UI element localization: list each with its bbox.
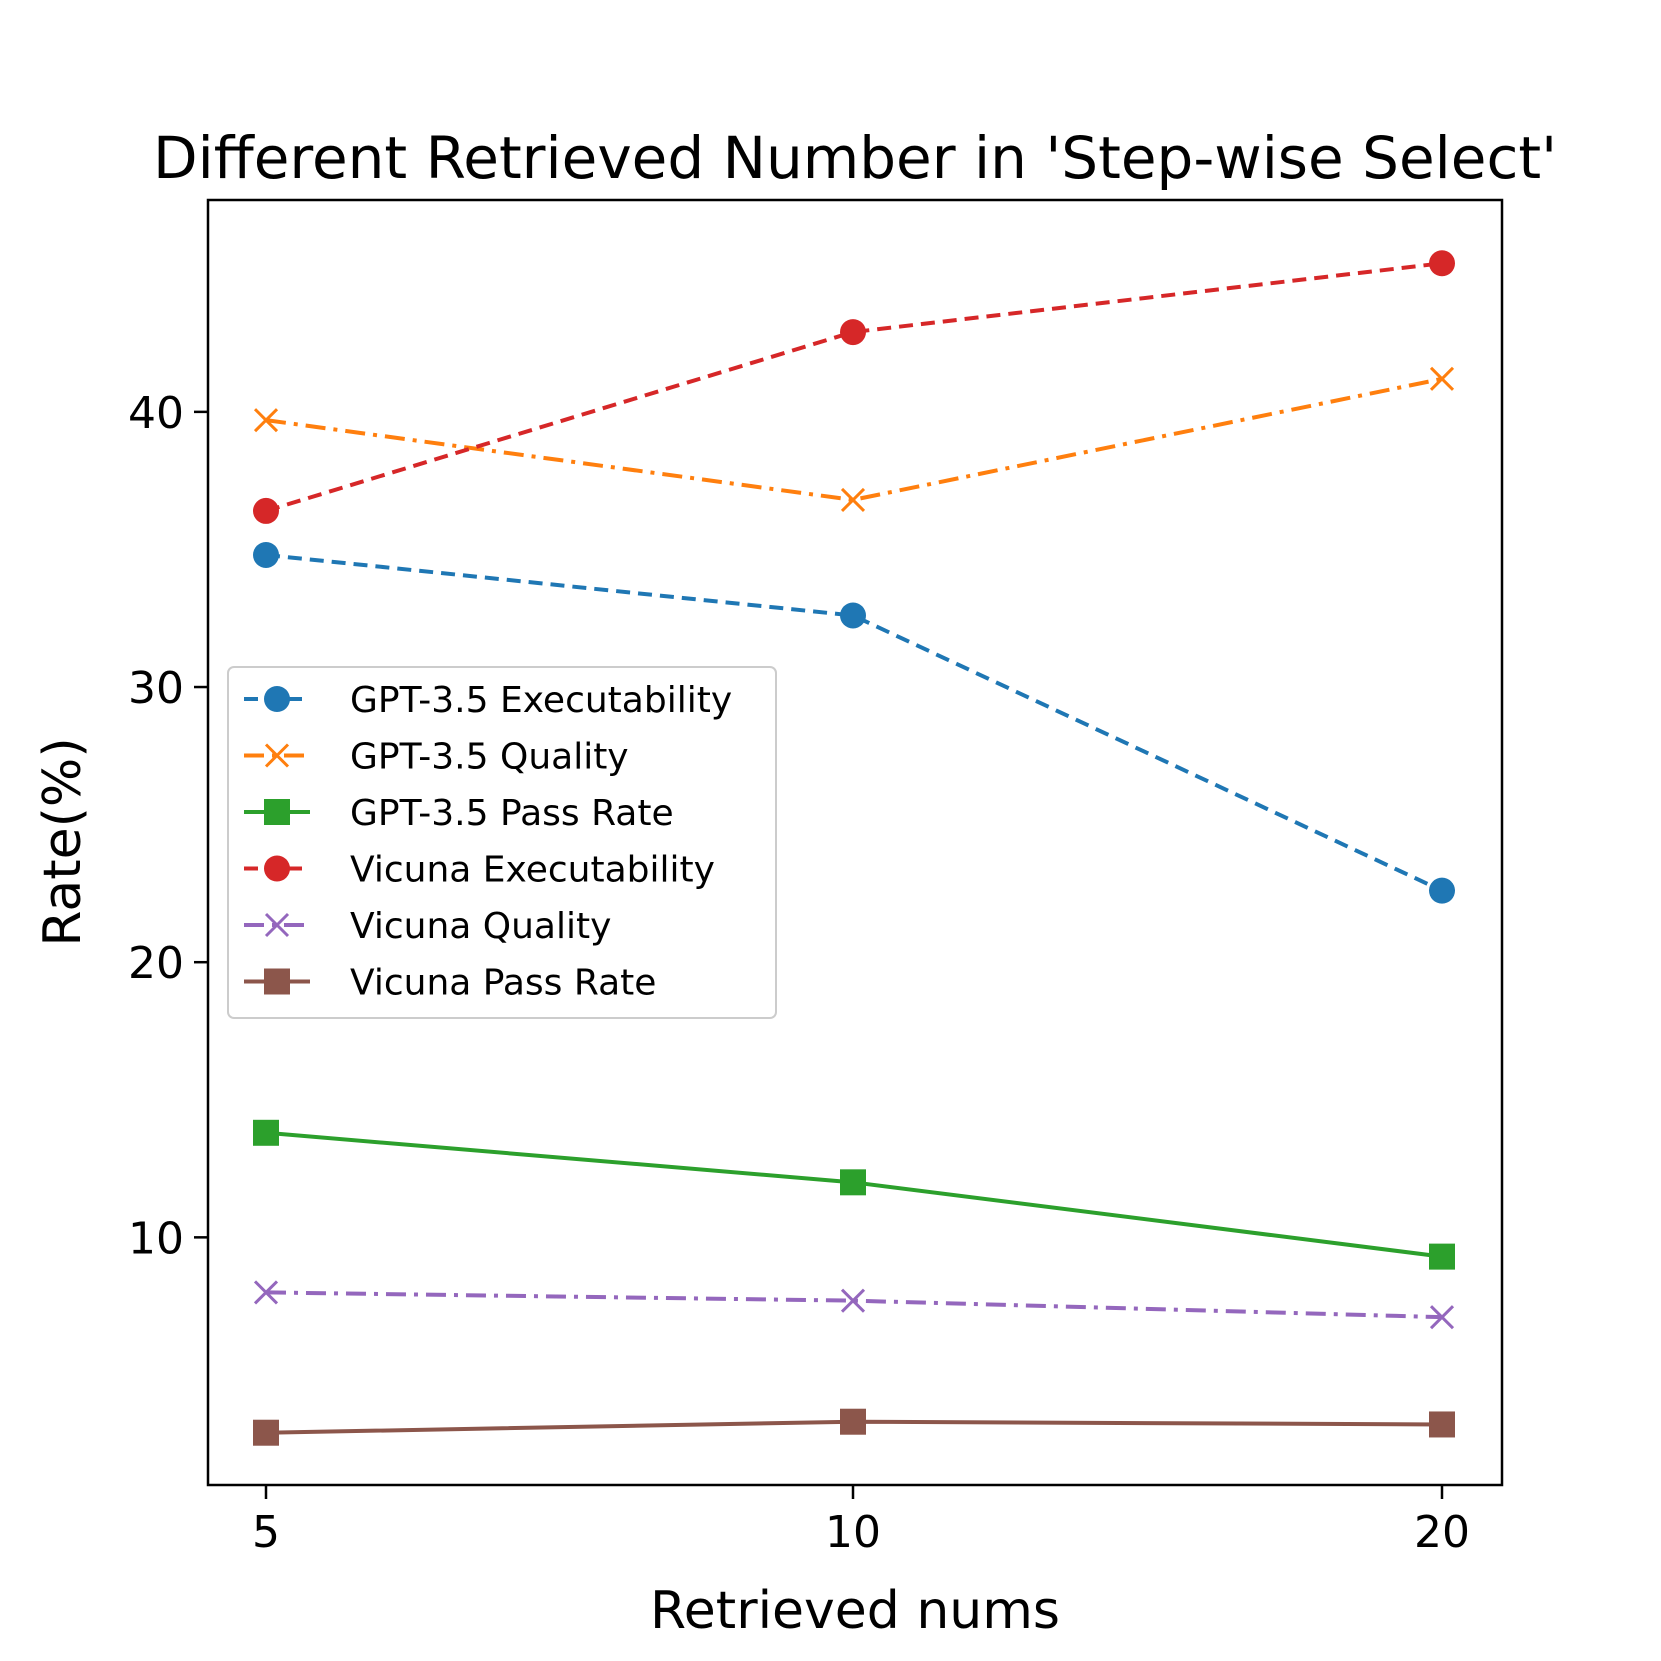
- legend-marker: [264, 912, 290, 938]
- legend-item: Vicuna Quality: [244, 906, 611, 947]
- data-point: [253, 497, 279, 524]
- legend-item: GPT-3.5 Quality: [244, 737, 629, 778]
- data-point: [840, 319, 866, 346]
- data-point: [253, 1119, 279, 1146]
- legend-label: Vicuna Executability: [350, 850, 715, 891]
- series-3: [253, 1119, 1455, 1270]
- series-4: [253, 250, 1455, 524]
- data-point: [1429, 1411, 1455, 1438]
- y-tick-label: 20: [128, 938, 184, 989]
- data-point: [1429, 1305, 1455, 1330]
- data-point: [1429, 877, 1455, 904]
- y-tick-label: 10: [128, 1213, 184, 1264]
- x-axis-label: Retrieved nums: [650, 1581, 1060, 1641]
- plot-area: [206, 198, 1504, 1487]
- series-layer: [253, 250, 1455, 1446]
- legend-label: GPT-3.5 Quality: [350, 737, 629, 778]
- legend-marker: [264, 743, 290, 768]
- data-point: [840, 1408, 866, 1435]
- data-point: [253, 1419, 279, 1446]
- data-point: [253, 408, 279, 433]
- legend-marker: [264, 799, 290, 825]
- series-6: [253, 1408, 1455, 1446]
- y-tick-label: 30: [128, 663, 184, 714]
- x-axis: 5 10 20: [252, 1485, 1470, 1558]
- legend-marker: [264, 968, 290, 995]
- y-axis: 10 20 30 40: [128, 388, 208, 1264]
- x-tick-label: 5: [252, 1507, 280, 1558]
- data-point: [840, 1169, 866, 1196]
- data-point: [1429, 250, 1455, 277]
- x-tick-label: 10: [825, 1507, 881, 1558]
- series-line: [265, 261, 1443, 513]
- legend-label: GPT-3.5 Pass Rate: [350, 793, 674, 834]
- series-5: [253, 1280, 1455, 1330]
- series-line: [265, 1290, 1443, 1320]
- data-point: [1429, 1243, 1455, 1270]
- legend-frame: [227, 666, 777, 1019]
- legend-marker: [264, 855, 290, 882]
- legend-label: GPT-3.5 Executability: [350, 680, 732, 721]
- legend-marker: [264, 686, 290, 712]
- series-line: [265, 376, 1443, 502]
- series-1: [253, 541, 1455, 904]
- legend-label: Vicuna Pass Rate: [350, 963, 656, 1004]
- data-point: [840, 1288, 866, 1313]
- data-point: [840, 487, 866, 512]
- data-point: [1429, 366, 1455, 391]
- y-axis-label: Rate(%): [33, 737, 93, 946]
- y-tick-label: 40: [128, 388, 184, 439]
- x-tick-label: 20: [1414, 1507, 1470, 1558]
- legend-item: Vicuna Pass Rate: [244, 963, 656, 1004]
- legend-item: Vicuna Executability: [244, 850, 715, 891]
- legend-item: GPT-3.5 Pass Rate: [244, 793, 674, 834]
- chart-title: Different Retrieved Number in 'Step-wise…: [153, 124, 1557, 192]
- data-point: [253, 1280, 279, 1305]
- legend-item: GPT-3.5 Executability: [244, 680, 732, 721]
- series-2: [253, 366, 1455, 512]
- legend: GPT-3.5 Executability GPT-3.5 Quality GPT-…: [227, 666, 777, 1019]
- legend-label: Vicuna Quality: [350, 906, 611, 947]
- data-point: [253, 541, 279, 568]
- data-point: [840, 602, 866, 629]
- series-line: [265, 552, 1443, 893]
